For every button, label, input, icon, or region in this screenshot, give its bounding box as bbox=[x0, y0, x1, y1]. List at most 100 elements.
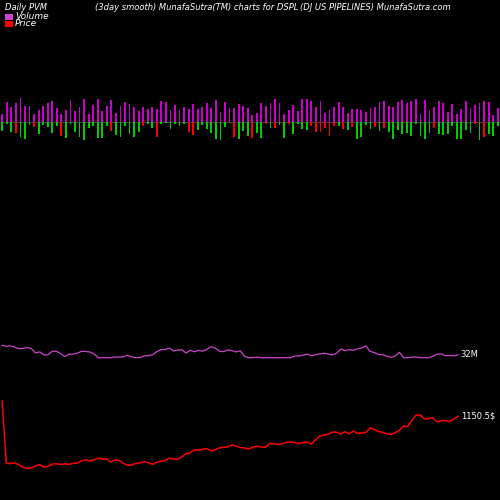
Bar bbox=[128, 104, 130, 122]
Bar bbox=[92, 104, 94, 122]
Bar bbox=[28, 122, 30, 126]
Bar bbox=[10, 122, 12, 132]
Bar bbox=[483, 122, 485, 137]
Bar bbox=[33, 122, 35, 127]
Bar bbox=[492, 114, 494, 121]
Bar bbox=[147, 108, 148, 122]
Bar bbox=[315, 107, 317, 122]
Bar bbox=[320, 122, 322, 132]
Bar bbox=[83, 99, 85, 122]
Bar bbox=[88, 114, 90, 121]
Bar bbox=[224, 102, 226, 122]
Bar bbox=[206, 122, 208, 128]
Bar bbox=[124, 102, 126, 122]
Bar bbox=[152, 107, 153, 122]
Bar bbox=[165, 102, 167, 122]
Bar bbox=[378, 122, 380, 130]
Bar bbox=[256, 122, 258, 134]
Bar bbox=[65, 122, 67, 138]
Bar bbox=[142, 106, 144, 122]
Text: 32M: 32M bbox=[460, 350, 478, 360]
Bar bbox=[406, 122, 407, 133]
Bar bbox=[374, 122, 376, 127]
Bar bbox=[306, 122, 308, 130]
Bar bbox=[228, 108, 230, 122]
Bar bbox=[174, 122, 176, 124]
Bar bbox=[2, 122, 3, 131]
Bar bbox=[33, 114, 35, 122]
Bar bbox=[352, 109, 353, 122]
Text: Volume: Volume bbox=[15, 12, 48, 21]
Bar bbox=[338, 122, 340, 126]
Bar bbox=[202, 122, 203, 126]
Bar bbox=[415, 122, 417, 124]
Bar bbox=[283, 122, 285, 138]
Bar bbox=[342, 122, 344, 129]
Bar bbox=[238, 104, 240, 122]
Bar bbox=[492, 122, 494, 136]
Bar bbox=[360, 110, 362, 122]
Bar bbox=[324, 112, 326, 122]
Bar bbox=[433, 122, 435, 128]
Bar bbox=[278, 122, 280, 125]
Bar bbox=[197, 108, 198, 122]
Bar bbox=[365, 112, 367, 122]
Bar bbox=[452, 104, 453, 122]
Bar bbox=[297, 122, 298, 124]
Bar bbox=[310, 100, 312, 121]
Text: Daily PVM: Daily PVM bbox=[5, 2, 47, 12]
Bar bbox=[220, 122, 222, 140]
Bar bbox=[388, 106, 390, 122]
Bar bbox=[328, 122, 330, 136]
Bar bbox=[315, 122, 317, 132]
Bar bbox=[70, 100, 71, 122]
Bar bbox=[215, 100, 217, 122]
Bar bbox=[397, 122, 398, 130]
Bar bbox=[202, 107, 203, 122]
Bar bbox=[378, 102, 380, 122]
Bar bbox=[52, 102, 53, 121]
Bar bbox=[97, 99, 98, 122]
Bar bbox=[424, 100, 426, 122]
Bar bbox=[274, 99, 276, 122]
Bar bbox=[292, 105, 294, 122]
Bar bbox=[20, 122, 22, 137]
Bar bbox=[15, 122, 17, 134]
Bar bbox=[365, 122, 367, 125]
Bar bbox=[465, 101, 467, 121]
Bar bbox=[278, 104, 280, 122]
Bar bbox=[147, 122, 148, 124]
Bar bbox=[215, 122, 217, 139]
Bar bbox=[242, 106, 244, 122]
Bar bbox=[133, 107, 135, 122]
Bar bbox=[288, 110, 290, 122]
Bar bbox=[392, 107, 394, 122]
Bar bbox=[452, 122, 453, 126]
Bar bbox=[420, 122, 422, 136]
Bar bbox=[110, 122, 112, 130]
Bar bbox=[474, 122, 476, 124]
Bar bbox=[406, 104, 407, 122]
Bar bbox=[60, 114, 62, 122]
Bar bbox=[483, 101, 485, 121]
Bar bbox=[265, 122, 267, 124]
Bar bbox=[42, 106, 44, 122]
Bar bbox=[470, 108, 472, 122]
Bar bbox=[42, 122, 44, 126]
Bar bbox=[328, 110, 330, 122]
Bar bbox=[88, 122, 90, 128]
Bar bbox=[38, 110, 40, 122]
Bar bbox=[47, 122, 48, 127]
Bar bbox=[460, 122, 462, 139]
Bar bbox=[283, 114, 285, 122]
Bar bbox=[120, 106, 122, 122]
Bar bbox=[178, 110, 180, 122]
Bar bbox=[138, 122, 140, 132]
Bar bbox=[24, 122, 26, 139]
Bar bbox=[270, 103, 272, 122]
Bar bbox=[288, 122, 290, 124]
Bar bbox=[402, 100, 403, 122]
Bar bbox=[97, 122, 98, 138]
Bar bbox=[474, 105, 476, 122]
Bar bbox=[102, 122, 103, 138]
